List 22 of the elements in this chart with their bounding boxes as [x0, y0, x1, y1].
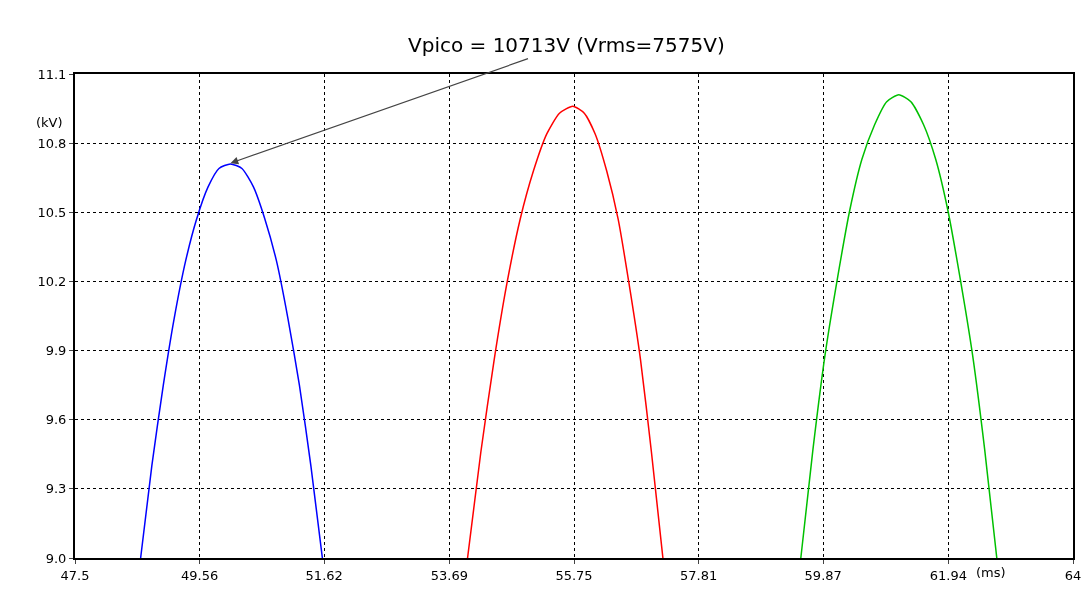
line-series [466, 105, 664, 558]
annotation: Vpico = 10713V (Vrms=7575V) [408, 33, 725, 57]
x-tick-label: 61.94 [929, 567, 968, 583]
x-tick-label: 57.81 [679, 567, 718, 583]
y-tick-label: 9.0 [45, 550, 67, 566]
y-tick-label: 10.2 [37, 273, 67, 289]
y-tick-label: 9.3 [45, 481, 67, 497]
x-tick-label: 59.87 [804, 567, 842, 583]
x-axis-title: (ms) [976, 565, 1006, 580]
y-tick-label: 10.8 [37, 135, 67, 151]
y-tick-label: 9.6 [45, 412, 67, 428]
x-tick-label: 51.62 [305, 567, 343, 583]
y-axis-title: (kV) [36, 115, 63, 130]
x-tick-label: 47.5 [60, 567, 90, 583]
x-tick-label: 64 [1064, 567, 1082, 583]
y-tick-label: 11.1 [37, 66, 67, 82]
line-series [800, 93, 998, 558]
x-tick-label: 49.56 [180, 567, 219, 583]
y-tick-label: 9.9 [45, 343, 67, 359]
x-tick-label: 55.75 [555, 567, 593, 583]
x-tick-label: 53.69 [430, 567, 469, 583]
y-tick-label: 10.5 [37, 204, 67, 220]
